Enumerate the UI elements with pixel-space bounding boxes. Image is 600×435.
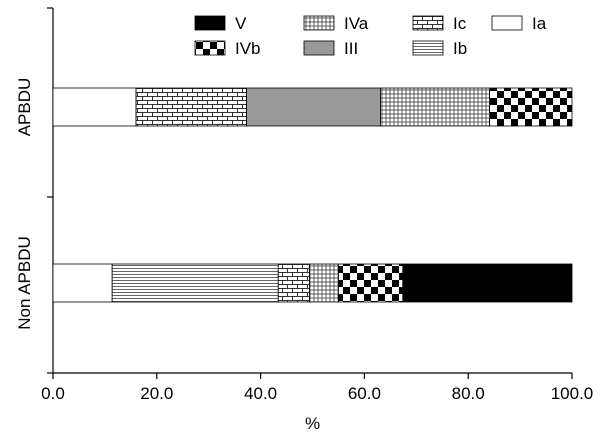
legend-label-ivb: IVb xyxy=(235,39,261,58)
legend-swatch-iii xyxy=(303,40,335,56)
bar-segment-iii xyxy=(246,87,381,127)
legend-label-ib: Ib xyxy=(453,39,467,58)
category-labels: APBDU Non APBDU xyxy=(15,78,34,330)
bar-segment-ib xyxy=(111,263,279,303)
bar-segment-ivb xyxy=(489,87,573,127)
x-tick-label: 100.0 xyxy=(551,384,594,403)
legend-label-ic: Ic xyxy=(453,14,467,33)
bar-segment-ia xyxy=(52,87,137,127)
legend-label-v: V xyxy=(235,14,247,33)
legend-label-iva: IVa xyxy=(344,14,369,33)
x-tick-label: 20.0 xyxy=(140,384,173,403)
x-tick-label: 80.0 xyxy=(452,384,485,403)
bar-segment-ic xyxy=(277,263,310,303)
bar-segment-ivb xyxy=(338,263,404,303)
legend-label-iii: III xyxy=(344,39,358,58)
legend: V IVa Ic Ia IVb III Ib xyxy=(194,14,547,58)
legend-swatch-ib xyxy=(412,40,444,56)
x-ticks: 0.0 20.0 40.0 60.0 80.0 100.0 xyxy=(41,373,593,403)
bar-segment-ic xyxy=(135,87,247,127)
bar-segment-iva xyxy=(380,87,490,127)
y-ticks xyxy=(47,7,53,374)
bar-segment-ia xyxy=(52,263,113,303)
x-tick-label: 40.0 xyxy=(244,384,277,403)
axes xyxy=(52,8,572,374)
bar-segment-iva xyxy=(308,263,339,303)
legend-swatch-ic xyxy=(412,15,444,31)
x-tick-label: 60.0 xyxy=(348,384,381,403)
category-label: APBDU xyxy=(15,78,34,137)
x-tick-label: 0.0 xyxy=(41,384,65,403)
category-label: Non APBDU xyxy=(15,236,34,330)
legend-label-ia: Ia xyxy=(532,14,547,33)
legend-swatch-v xyxy=(194,15,226,31)
legend-swatch-ia xyxy=(491,15,523,31)
legend-swatch-iva xyxy=(303,15,335,31)
bar-segment-v xyxy=(402,263,573,303)
x-axis-label: % xyxy=(305,414,320,433)
legend-swatch-ivb xyxy=(194,40,226,56)
bars xyxy=(52,87,573,303)
